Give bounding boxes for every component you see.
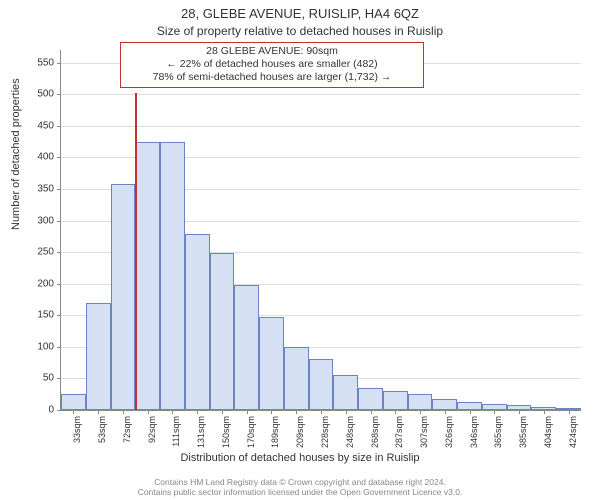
xtick-mark [470, 410, 471, 414]
xtick-mark [420, 410, 421, 414]
xtick-mark [346, 410, 347, 414]
xtick-mark [172, 410, 173, 414]
xtick-label: 33sqm [72, 416, 82, 456]
xtick-label: 248sqm [345, 416, 355, 456]
histogram-bar [210, 253, 235, 410]
xtick-label: 346sqm [469, 416, 479, 456]
xtick-label: 326sqm [444, 416, 454, 456]
ytick-mark [57, 157, 61, 158]
xtick-label: 268sqm [370, 416, 380, 456]
ytick-label: 50 [14, 373, 54, 384]
ytick-mark [57, 284, 61, 285]
xtick-label: 92sqm [147, 416, 157, 456]
xtick-mark [98, 410, 99, 414]
xtick-mark [445, 410, 446, 414]
ytick-label: 450 [14, 120, 54, 131]
ytick-mark [57, 410, 61, 411]
ytick-mark [57, 378, 61, 379]
annotation-line-1: 28 GLEBE AVENUE: 90sqm [127, 45, 417, 58]
ytick-mark [57, 315, 61, 316]
histogram-bar [160, 142, 185, 410]
plot-frame [60, 50, 581, 411]
gridline [61, 126, 581, 127]
chart-subtitle: Size of property relative to detached ho… [0, 24, 600, 38]
ytick-label: 350 [14, 183, 54, 194]
x-axis-label: Distribution of detached houses by size … [0, 452, 600, 464]
xtick-label: 209sqm [295, 416, 305, 456]
histogram-bar [135, 142, 160, 410]
histogram-bar [61, 394, 86, 410]
ytick-mark [57, 252, 61, 253]
histogram-bar [383, 391, 408, 410]
ytick-label: 100 [14, 341, 54, 352]
footer-line-2: Contains public sector information licen… [0, 487, 600, 497]
plot-area: 05010015020025030035040045050055033sqm53… [60, 50, 580, 410]
property-marker-line [135, 93, 137, 410]
xtick-label: 189sqm [270, 416, 280, 456]
histogram-bar [234, 285, 259, 410]
histogram-bar [185, 234, 210, 410]
histogram-bar [86, 303, 111, 410]
ytick-mark [57, 94, 61, 95]
xtick-label: 53sqm [97, 416, 107, 456]
ytick-mark [57, 189, 61, 190]
xtick-label: 287sqm [394, 416, 404, 456]
annotation-line-2: ← 22% of detached houses are smaller (48… [127, 58, 417, 71]
xtick-mark [247, 410, 248, 414]
xtick-mark [321, 410, 322, 414]
gridline [61, 94, 581, 95]
ytick-mark [57, 347, 61, 348]
ytick-label: 0 [14, 405, 54, 416]
ytick-mark [57, 221, 61, 222]
xtick-mark [73, 410, 74, 414]
xtick-mark [148, 410, 149, 414]
xtick-mark [519, 410, 520, 414]
xtick-mark [544, 410, 545, 414]
footer-attribution: Contains HM Land Registry data © Crown c… [0, 477, 600, 497]
histogram-bar [309, 359, 334, 410]
ytick-mark [57, 63, 61, 64]
xtick-mark [494, 410, 495, 414]
annotation-line-3: 78% of semi-detached houses are larger (… [127, 71, 417, 84]
ytick-label: 400 [14, 152, 54, 163]
xtick-label: 111sqm [171, 416, 181, 456]
histogram-bar [259, 317, 284, 410]
footer-line-1: Contains HM Land Registry data © Crown c… [0, 477, 600, 487]
xtick-label: 385sqm [518, 416, 528, 456]
xtick-label: 424sqm [568, 416, 578, 456]
xtick-label: 365sqm [493, 416, 503, 456]
xtick-label: 307sqm [419, 416, 429, 456]
xtick-mark [569, 410, 570, 414]
xtick-mark [123, 410, 124, 414]
ytick-label: 200 [14, 278, 54, 289]
ytick-mark [57, 126, 61, 127]
annotation-box: 28 GLEBE AVENUE: 90sqm ← 22% of detached… [120, 42, 424, 88]
xtick-mark [395, 410, 396, 414]
ytick-label: 300 [14, 215, 54, 226]
histogram-bar [408, 394, 433, 410]
ytick-label: 150 [14, 310, 54, 321]
xtick-mark [296, 410, 297, 414]
histogram-bar [457, 402, 482, 410]
xtick-label: 150sqm [221, 416, 231, 456]
histogram-bar [333, 375, 358, 410]
xtick-label: 72sqm [122, 416, 132, 456]
histogram-bar [284, 347, 309, 410]
histogram-bar [111, 184, 136, 410]
xtick-mark [271, 410, 272, 414]
xtick-mark [371, 410, 372, 414]
xtick-label: 170sqm [246, 416, 256, 456]
xtick-mark [197, 410, 198, 414]
xtick-label: 131sqm [196, 416, 206, 456]
xtick-label: 228sqm [320, 416, 330, 456]
histogram-bar [432, 399, 457, 410]
ytick-label: 250 [14, 247, 54, 258]
ytick-label: 550 [14, 57, 54, 68]
ytick-label: 500 [14, 89, 54, 100]
histogram-bar [358, 388, 383, 410]
xtick-mark [222, 410, 223, 414]
xtick-label: 404sqm [543, 416, 553, 456]
chart-title: 28, GLEBE AVENUE, RUISLIP, HA4 6QZ [0, 6, 600, 21]
